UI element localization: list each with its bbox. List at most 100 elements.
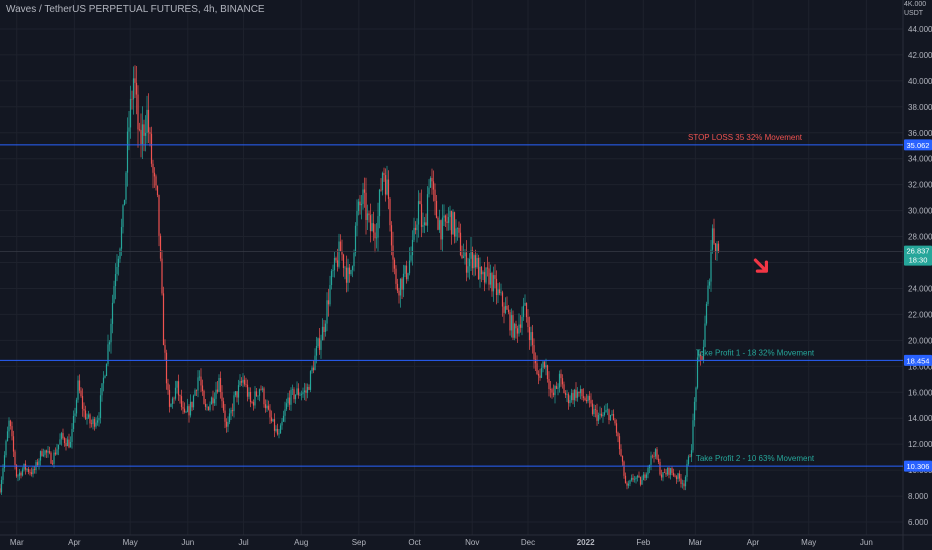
candle-body	[419, 201, 421, 205]
candle-body	[68, 439, 70, 448]
candle-body	[449, 211, 451, 218]
candle-body	[578, 391, 580, 394]
candle-body	[8, 420, 10, 432]
candle-body	[297, 388, 300, 396]
candle-body	[453, 212, 456, 237]
candle-body	[335, 257, 337, 261]
candle-body	[306, 386, 309, 393]
candle-body	[504, 305, 507, 313]
candle-body	[633, 479, 636, 480]
candle-body	[98, 417, 100, 421]
candle-body	[18, 472, 21, 476]
candle-body	[96, 420, 99, 423]
candle-body	[647, 467, 649, 475]
candle-body	[521, 316, 523, 328]
candle-body	[29, 471, 31, 473]
candle-body	[255, 391, 258, 396]
candle-body	[174, 387, 177, 399]
candle-body	[380, 189, 382, 191]
candle-body	[486, 267, 489, 269]
candle-body	[324, 323, 327, 332]
y-tick-label: 14.000	[908, 414, 932, 423]
candle-body	[140, 129, 142, 145]
candle-body	[518, 324, 520, 334]
candle-body	[296, 388, 298, 395]
candle-body	[378, 189, 381, 217]
candle-body	[371, 223, 373, 232]
candle-body	[272, 419, 274, 422]
candle-body	[530, 332, 532, 341]
candle-body	[515, 323, 517, 329]
y-tick-label: 34.000	[908, 155, 932, 164]
candle-body	[260, 389, 262, 390]
candle-body	[231, 410, 234, 412]
candle-body	[627, 483, 630, 486]
arrow-shaft	[753, 258, 768, 272]
candle-body	[672, 472, 675, 476]
candle-body	[455, 228, 457, 237]
candle-body	[215, 389, 217, 399]
candle-body	[309, 371, 312, 390]
candle-body	[420, 204, 423, 227]
candle-body	[197, 377, 199, 391]
candle-body	[525, 302, 528, 318]
candle-body	[285, 403, 288, 410]
candle-body	[359, 201, 361, 206]
candle-body	[119, 248, 121, 259]
candle-body	[482, 272, 484, 275]
candle-body	[186, 406, 189, 412]
candle-body	[80, 390, 82, 397]
candle-body	[344, 267, 346, 269]
candle-body	[279, 425, 282, 434]
x-tick-label: Dec	[521, 538, 535, 547]
candle-body	[458, 227, 460, 233]
candle-body	[222, 401, 225, 411]
candle-body	[503, 306, 505, 313]
candle-body	[0, 479, 3, 493]
candle-body	[317, 338, 319, 347]
candle-body	[620, 449, 622, 456]
candle-body	[588, 396, 591, 401]
candle-body	[189, 401, 192, 416]
candle-body	[584, 398, 586, 401]
candle-body	[423, 222, 426, 226]
candle-body	[377, 216, 379, 238]
candle-body	[261, 388, 264, 390]
candle-body	[542, 361, 544, 368]
candle-body	[429, 177, 432, 188]
candle-body	[522, 305, 525, 317]
candle-body	[704, 323, 706, 347]
candle-body	[54, 452, 57, 455]
candle-body	[53, 452, 55, 464]
candle-body	[548, 379, 550, 390]
candle-body	[363, 189, 366, 193]
candle-body	[422, 225, 424, 227]
candle-body	[150, 133, 153, 164]
candle-body	[126, 131, 129, 173]
candle-body	[114, 274, 117, 287]
candle-body	[527, 317, 529, 328]
candle-body	[183, 408, 186, 413]
candle-body	[590, 400, 592, 404]
candle-body	[156, 185, 159, 195]
candle-body	[117, 258, 120, 267]
candle-body	[203, 390, 205, 404]
candle-body	[569, 400, 571, 404]
candle-body	[206, 406, 208, 408]
candle-body	[356, 211, 358, 226]
candle-body	[465, 252, 468, 273]
candle-body	[374, 232, 376, 239]
candle-body	[510, 315, 513, 331]
candle-body	[327, 300, 330, 305]
x-tick-label: Jun	[181, 538, 194, 547]
candle-body	[657, 458, 660, 462]
candle-body	[3, 455, 6, 469]
candle-body	[144, 132, 147, 136]
candle-body	[450, 211, 453, 235]
candle-body	[111, 302, 114, 324]
candle-body	[236, 391, 238, 398]
candle-body	[576, 391, 579, 398]
